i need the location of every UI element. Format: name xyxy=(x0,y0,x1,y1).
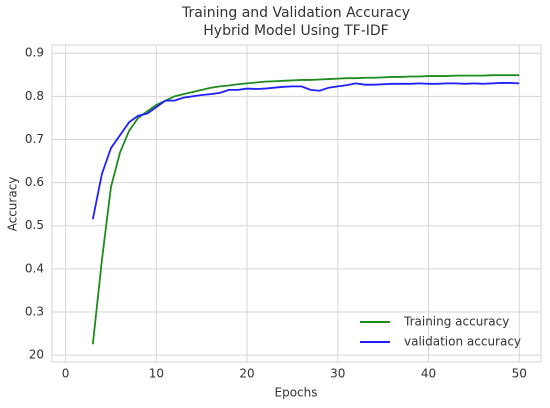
y-axis-label: Accuracy xyxy=(6,177,20,232)
x-tick-label: 20 xyxy=(239,367,254,381)
legend-label: Training accuracy xyxy=(403,315,509,329)
legend-label: validation accuracy xyxy=(404,335,521,349)
y-tick-label: 0.7 xyxy=(25,132,44,146)
y-tick-label: 0.9 xyxy=(25,46,44,60)
chart-title: Training and Validation Accuracy xyxy=(181,5,410,21)
y-tick-label: 0.4 xyxy=(25,261,44,275)
x-tick-label: 30 xyxy=(330,367,345,381)
x-tick-label: 50 xyxy=(512,367,527,381)
y-tick-label: 0.8 xyxy=(25,89,44,103)
x-tick-label: 40 xyxy=(421,367,436,381)
x-tick-label: 0 xyxy=(62,367,70,381)
y-tick-label: 0.5 xyxy=(25,218,44,232)
plot-frame xyxy=(51,44,542,363)
data-line xyxy=(91,82,520,220)
y-tick-label: 0.6 xyxy=(25,175,44,189)
x-axis-label: Epochs xyxy=(275,386,318,400)
y-tick-label: 20 xyxy=(29,348,44,362)
y-tick-label: 0.3 xyxy=(25,304,44,318)
chart-subtitle: Hybrid Model Using TF-IDF xyxy=(203,23,388,39)
x-tick-label: 10 xyxy=(149,367,164,381)
